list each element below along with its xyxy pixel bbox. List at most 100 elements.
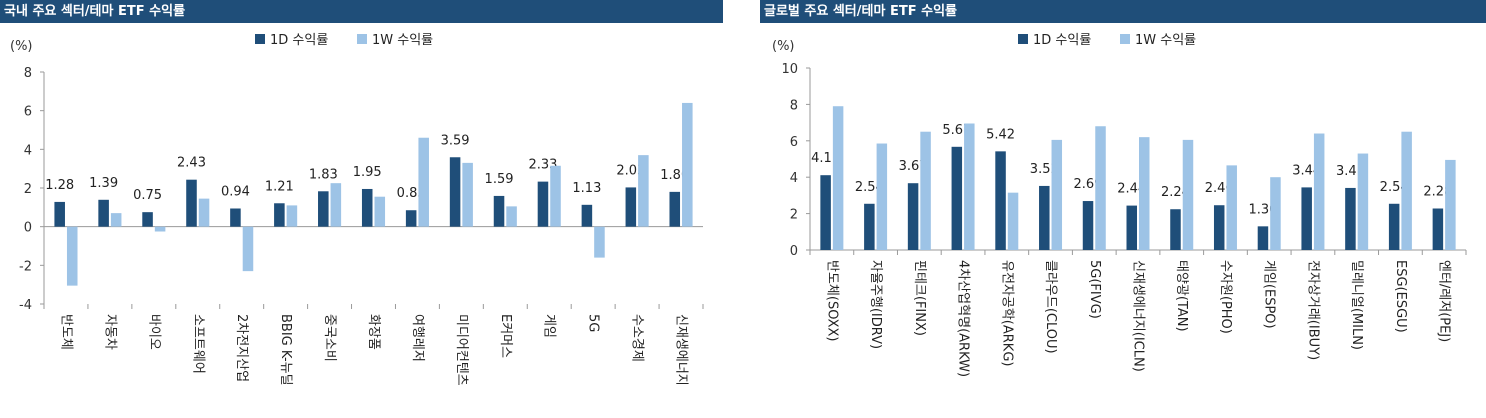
bar-1w xyxy=(1401,131,1412,250)
bar-1d xyxy=(54,201,65,227)
y-tick-label: 0 xyxy=(790,244,798,259)
category-label: 자율주행(IDRV) xyxy=(868,260,884,349)
bar-1w xyxy=(374,196,386,227)
bar-1d xyxy=(669,191,681,227)
domestic-etf-chart: (%) 1D 수익률 1W 수익률 -4 -2 0 2 4 6 8 1.28 반도체 1.39 자동차 0.… xyxy=(10,33,704,386)
bar-1d xyxy=(1388,203,1400,250)
data-label: 1.39 xyxy=(89,176,118,191)
category-label: 수자원(PHO) xyxy=(1218,260,1233,334)
bar-1d xyxy=(1257,226,1269,250)
y-tick-label: 6 xyxy=(24,105,32,120)
bar-1w xyxy=(638,155,649,227)
bar-1d xyxy=(186,179,197,227)
panel-title: 국내 주요 섹터/테마 ETF 수익률 xyxy=(0,0,723,23)
bar-1d xyxy=(820,175,831,250)
bar-1d xyxy=(493,195,505,227)
bar-1d xyxy=(1213,205,1225,250)
category-label: 엔터/레저(PEJ) xyxy=(1437,260,1452,342)
bar-1w xyxy=(66,226,78,286)
category-label: 자동차 xyxy=(102,314,117,350)
category-label: 태양광(TAN) xyxy=(1174,260,1189,332)
category-label: 5G(FIVG) xyxy=(1087,260,1102,319)
global-etf-chart: (%) 1D 수익률 1W 수익률 0 2 4 6 8 10 4.11 반도체(SOXX) 2.54 자… xyxy=(772,33,1467,377)
data-label: 1.83 xyxy=(309,167,338,182)
bar-1d xyxy=(1301,187,1312,250)
bar-1d xyxy=(230,208,241,227)
bar-1w xyxy=(462,162,473,227)
bar-1d xyxy=(1126,205,1137,250)
legend-label: 1D 수익률 xyxy=(1033,33,1091,48)
category-label: 반도체(SOXX) xyxy=(824,260,839,342)
bar-1w xyxy=(1313,133,1325,250)
data-label: 4.11 xyxy=(811,151,840,166)
category-label: 여행레저 xyxy=(410,314,426,362)
data-label: 1.30 xyxy=(1248,202,1277,217)
bar-1d xyxy=(318,191,329,227)
data-label: 2.28 xyxy=(1423,185,1452,200)
data-label: 2.03 xyxy=(616,163,645,178)
global-etf-panel: 글로벌 주요 섹터/테마 ETF 수익률 (%) 1D 수익률 1W 수익률 0 2 4 6… xyxy=(760,0,1486,418)
data-label: 0.94 xyxy=(221,184,250,199)
bar-1d xyxy=(361,188,373,227)
bar-1d xyxy=(995,151,1006,250)
y-unit-label: (%) xyxy=(772,39,795,54)
y-tick-label: 4 xyxy=(24,143,32,158)
bar-1d xyxy=(1039,185,1050,250)
data-label: 2.24 xyxy=(1161,185,1190,200)
bar-1w xyxy=(1182,139,1194,250)
bar-1d xyxy=(449,157,461,227)
category-label: 4차산업혁명(ARKW) xyxy=(956,260,971,377)
legend-swatch xyxy=(1120,34,1130,44)
bar-1w xyxy=(286,205,298,227)
bar-1d xyxy=(405,210,417,227)
legend-swatch xyxy=(1018,34,1028,44)
legend-label: 1W 수익률 xyxy=(372,33,433,48)
bar-1w xyxy=(1051,139,1063,250)
category-label: 바이오 xyxy=(146,314,161,350)
bar-1w xyxy=(506,206,517,227)
y-tick-label: -2 xyxy=(19,259,32,274)
category-label: 2차전지산업 xyxy=(234,314,249,382)
legend-label: 1W 수익률 xyxy=(1135,33,1196,48)
bar-1d xyxy=(1170,209,1181,250)
bar-1w xyxy=(594,226,605,258)
y-tick-label: 8 xyxy=(24,66,32,81)
bar-1d xyxy=(581,204,593,227)
category-label: 중국소비 xyxy=(322,314,337,362)
category-label: 신재생에너지 xyxy=(674,314,689,386)
data-label: 2.44 xyxy=(1117,182,1146,197)
category-label: 핀테크(FINX) xyxy=(912,260,927,336)
legend-swatch xyxy=(255,34,265,44)
bar-1w xyxy=(1445,159,1456,250)
bar-1d xyxy=(1432,208,1444,250)
y-tick-label: 6 xyxy=(790,135,798,150)
y-tick-label: -4 xyxy=(19,298,32,313)
data-label: 3.52 xyxy=(1030,162,1059,177)
bar-1d xyxy=(274,203,285,227)
data-label: 1.13 xyxy=(572,181,601,196)
bar-1w xyxy=(1139,137,1150,250)
category-label: 게임 xyxy=(542,314,557,338)
category-label: 게임(ESPO) xyxy=(1262,260,1277,329)
bar-1w xyxy=(1357,153,1369,250)
bar-1w xyxy=(110,213,122,227)
bar-1d xyxy=(537,181,549,227)
category-label: 클라우드(CLOU) xyxy=(1043,260,1058,354)
data-label: 2.33 xyxy=(528,158,557,173)
data-label: 1.95 xyxy=(353,165,382,180)
y-tick-label: 2 xyxy=(790,208,798,223)
category-label: E커머스 xyxy=(498,314,513,358)
bar-1w xyxy=(154,226,166,232)
bar-1d xyxy=(951,146,963,250)
data-label: 1.80 xyxy=(660,168,689,183)
data-label: 3.41 xyxy=(1336,164,1365,179)
bar-1d xyxy=(864,203,875,250)
data-label: 1.21 xyxy=(265,179,294,194)
bar-1d xyxy=(625,187,637,227)
data-label: 3.67 xyxy=(899,159,928,174)
legend-swatch xyxy=(357,34,367,44)
bar-1w xyxy=(198,198,210,227)
category-label: 신재생에너지(ICLN) xyxy=(1131,260,1146,372)
data-label: 3.44 xyxy=(1292,163,1321,178)
bar-1d xyxy=(142,212,153,227)
